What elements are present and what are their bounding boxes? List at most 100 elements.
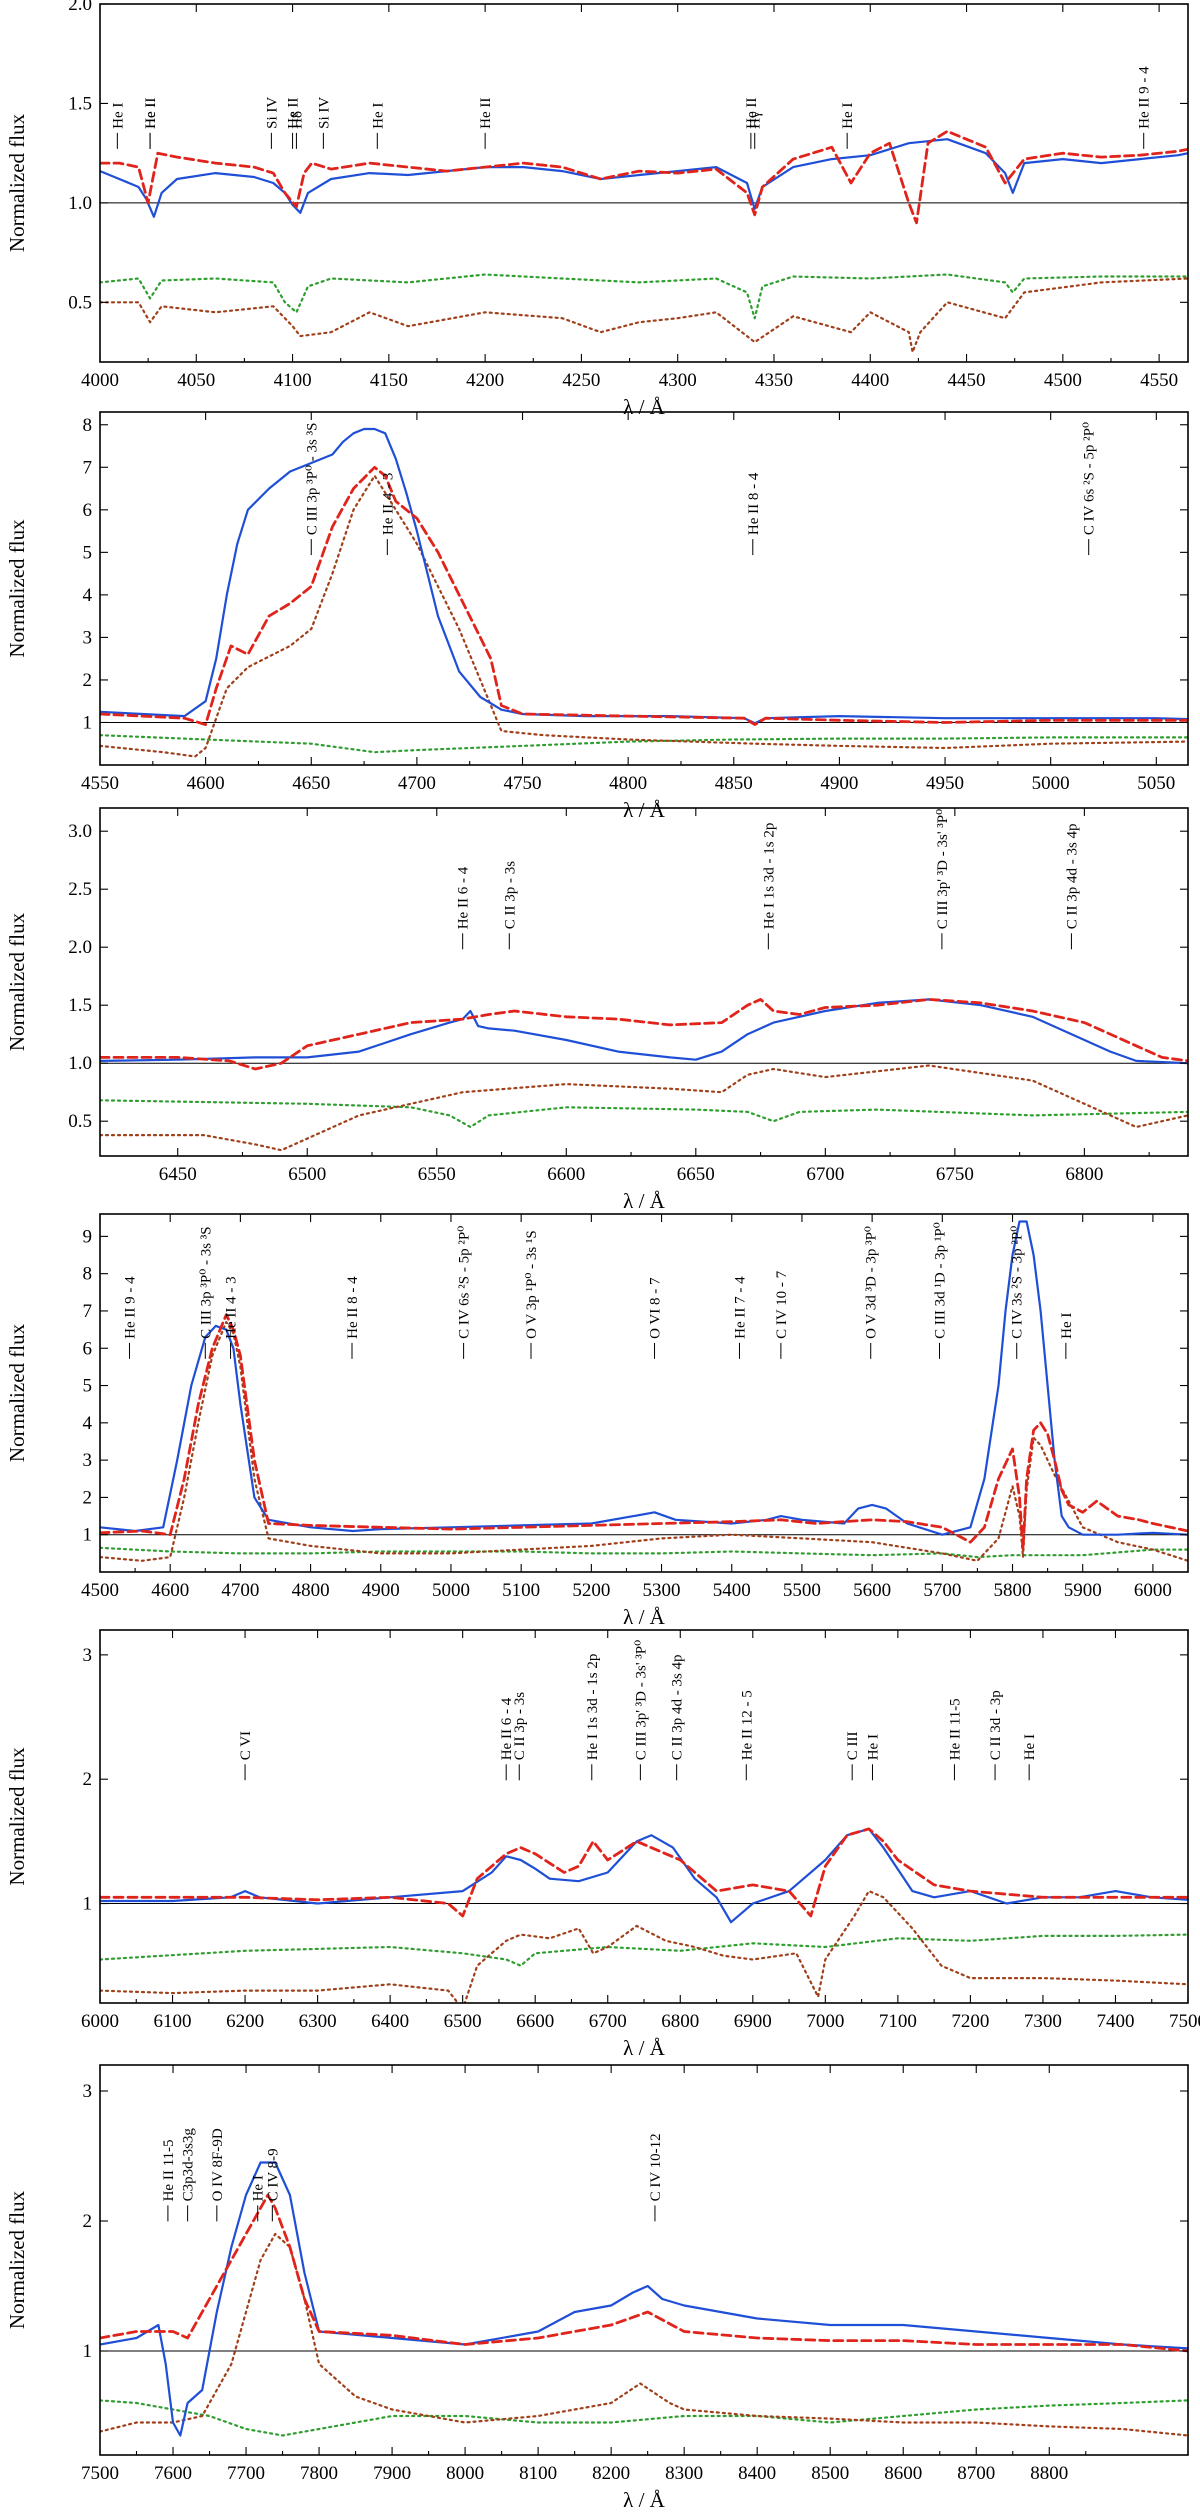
x-tick-label: 7800: [300, 2463, 338, 2484]
x-tick-label: 4000: [81, 370, 119, 391]
x-tick-label: 4750: [504, 773, 542, 794]
plot-frame: [99, 1213, 1189, 1573]
series-observed: [100, 427, 1188, 725]
y-axis-label: Normalized flux: [5, 2190, 29, 2329]
line-id-label: He II 12 - 5: [739, 1690, 755, 1760]
line-id-label: C III 3p' ³D - 3s' ³P⁰: [935, 809, 951, 929]
x-tick-label: 5900: [1064, 1580, 1102, 1601]
line-id-label: Si IV: [316, 97, 332, 129]
x-tick-label: 7400: [1096, 2011, 1134, 2032]
line-id-label: He II: [286, 98, 302, 129]
spectrum-panel-6: 7500 7600 7700 7800 7900 8000 8100 8200 8300 8400…: [5, 2064, 1189, 2512]
x-tick-label: 5200: [572, 1580, 610, 1601]
plot-frame: [99, 2064, 1189, 2456]
line-id-label: He I: [1022, 1734, 1038, 1760]
line-id-label: He II 9 - 4: [122, 1276, 138, 1339]
y-tick-label: 1: [83, 712, 93, 733]
line-id-label: He II 6 - 4: [499, 1697, 515, 1760]
x-tick-label: 6000: [81, 2011, 119, 2032]
x-tick-label: 6600: [547, 1164, 585, 1185]
x-tick-label: 8700: [957, 2463, 995, 2484]
y-axis-label: Normalized flux: [5, 1323, 29, 1462]
x-tick-label: 6750: [936, 1164, 974, 1185]
line-id-label: He I: [370, 103, 386, 129]
line-id-label: C III 3p ³P⁰ - 3s ³S: [198, 1226, 214, 1339]
x-tick-label: 8800: [1030, 2463, 1068, 2484]
x-tick-label: 4350: [755, 370, 793, 391]
line-id-label: C IV 10-12: [648, 2133, 664, 2201]
y-tick-label: 0.5: [68, 292, 92, 313]
x-tick-label: 7700: [227, 2463, 265, 2484]
x-tick-label: 6700: [589, 2011, 627, 2032]
y-tick-label: 2.5: [68, 879, 92, 900]
x-tick-label: 8200: [592, 2463, 630, 2484]
x-tick-label: 4700: [398, 773, 436, 794]
y-tick-label: 7: [83, 1301, 93, 1322]
line-id-label: He I 1s 3d - 1s 2p: [761, 823, 777, 930]
x-tick-label: 6000: [1134, 1580, 1172, 1601]
series-model: [100, 129, 1188, 225]
x-tick-label: 5000: [1032, 773, 1070, 794]
series-model: [100, 2193, 1188, 2353]
series-component1: [100, 1546, 1188, 1559]
y-tick-label: 4: [83, 1413, 93, 1434]
x-tick-label: 8300: [665, 2463, 703, 2484]
series-model: [100, 465, 1188, 726]
x-tick-label: 5100: [502, 1580, 540, 1601]
plot-frame: [99, 411, 1189, 766]
y-tick-label: 3.0: [68, 821, 92, 842]
x-tick-label: 5800: [994, 1580, 1032, 1601]
y-tick-label: 1.0: [68, 1053, 92, 1074]
plot-frame: [99, 3, 1189, 363]
line-id-label: He I: [143, 103, 159, 129]
x-axis-label: λ / Å: [623, 798, 666, 822]
line-id-label: O V 3d ³D - 3p ³P⁰: [864, 1226, 880, 1339]
x-tick-label: 6200: [226, 2011, 264, 2032]
y-tick-label: 5: [83, 542, 93, 563]
x-tick-label: 4850: [715, 773, 753, 794]
line-id-label: He I: [865, 1734, 881, 1760]
y-tick-label: 8: [83, 415, 93, 436]
line-id-label: O IV 8F-9D: [210, 2128, 226, 2201]
x-tick-label: 4700: [221, 1580, 259, 1601]
line-id-label: C II 3d - 3p: [988, 1690, 1004, 1760]
x-tick-label: 5700: [923, 1580, 961, 1601]
series-component1: [100, 734, 1188, 754]
line-id-label: C III 3d ¹D - 3p ¹P⁰: [933, 1222, 949, 1339]
y-tick-label: 2: [83, 670, 93, 691]
line-id-label: C IV 3s ²S - 3p ²P⁰: [1010, 1226, 1026, 1339]
line-id-label: Si IV: [264, 97, 280, 129]
x-tick-label: 4200: [466, 370, 504, 391]
x-tick-label: 4150: [370, 370, 408, 391]
line-id-label: He II: [744, 98, 760, 129]
series-observed: [100, 138, 1188, 218]
x-tick-label: 4650: [292, 773, 330, 794]
x-tick-label: 4900: [362, 1580, 400, 1601]
y-tick-label: 3: [83, 1645, 93, 1666]
y-axis-label: Normalized flux: [5, 113, 29, 252]
x-axis-label: λ / Å: [623, 1189, 666, 1213]
line-id-label: C III 3p ³P⁰ - 3s ³S: [304, 423, 320, 536]
x-tick-label: 7100: [879, 2011, 917, 2032]
y-tick-label: 4: [83, 585, 93, 606]
y-tick-label: 1.5: [68, 93, 92, 114]
line-id-label: O V 3p ¹P⁰ - 3s ¹S: [524, 1230, 540, 1339]
y-axis-label: Normalized flux: [5, 519, 29, 658]
y-tick-label: 3: [83, 2081, 93, 2102]
x-tick-label: 5000: [432, 1580, 470, 1601]
x-tick-label: 4600: [187, 773, 225, 794]
y-tick-label: 2.0: [68, 937, 92, 958]
y-tick-label: 8: [83, 1264, 93, 1285]
x-tick-label: 6800: [661, 2011, 699, 2032]
x-tick-label: 4600: [151, 1580, 189, 1601]
y-tick-label: 1: [83, 1894, 93, 1915]
y-tick-label: 0.5: [68, 1111, 92, 1132]
series-model: [100, 1827, 1188, 1918]
line-id-label: He I 1s 3d - 1s 2p: [585, 1654, 601, 1761]
y-tick-label: 1.0: [68, 193, 92, 214]
spectrum-panel-4: 4500 4600 4700 4800 4900 5000 5100 5200 5300 5400…: [5, 1213, 1189, 1629]
x-tick-label: 8100: [519, 2463, 557, 2484]
spectrum-panel-1: 4000 4050 4100 4150 4200 4250 4300 4350 4400 4450…: [5, 0, 1189, 419]
series-component2: [100, 474, 1188, 758]
line-id-label: He I: [110, 103, 126, 129]
